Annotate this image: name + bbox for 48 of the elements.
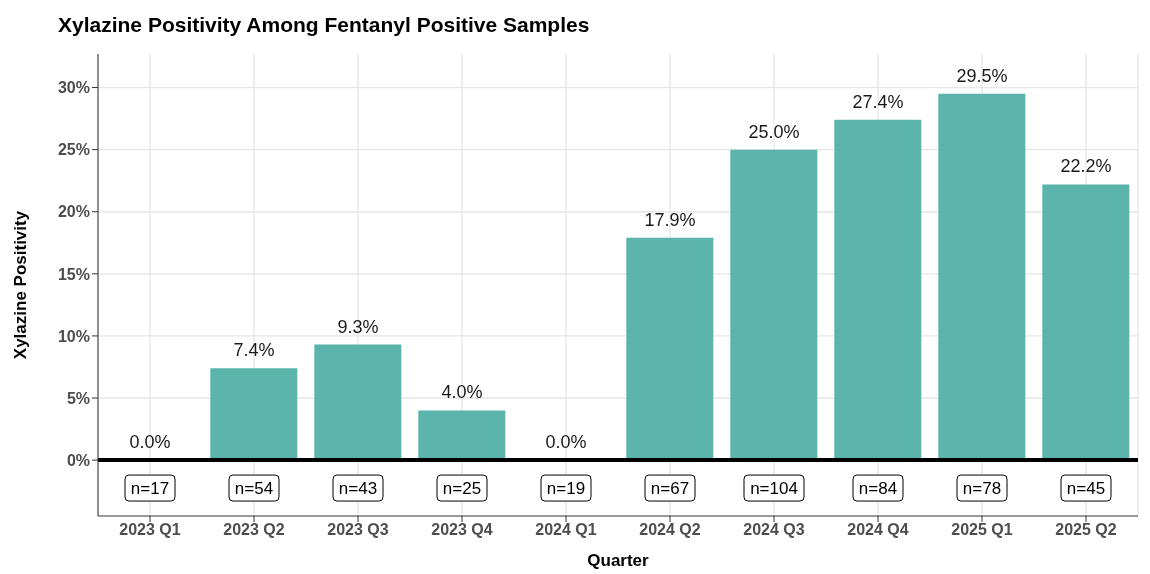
y-tick-label: 0% <box>66 451 90 469</box>
x-tick-label: 2025 Q1 <box>951 521 1013 539</box>
y-tick-label: 5% <box>66 389 90 407</box>
bar <box>834 119 922 461</box>
data-label: 0.0% <box>545 432 587 453</box>
bar <box>730 149 818 461</box>
data-label: 29.5% <box>956 65 1008 86</box>
data-label: 9.3% <box>337 316 379 337</box>
x-tick-label: 2025 Q2 <box>1055 521 1117 539</box>
annotation: n=54 <box>234 479 274 499</box>
data-label: 4.0% <box>441 382 483 403</box>
data-label: 22.2% <box>1060 156 1112 177</box>
data-label: 7.4% <box>233 340 275 361</box>
bar <box>1042 184 1130 461</box>
bar <box>314 344 402 461</box>
x-tick-label: 2024 Q3 <box>743 521 805 539</box>
annotation: n=43 <box>338 479 378 499</box>
data-label: 27.4% <box>852 91 904 112</box>
x-axis-title: Quarter <box>587 551 650 570</box>
annotation: n=104 <box>750 479 798 499</box>
x-tick-label: 2024 Q4 <box>847 521 909 539</box>
y-tick-label: 10% <box>57 327 90 345</box>
x-tick-label: 2023 Q4 <box>431 521 493 539</box>
bar <box>938 93 1026 461</box>
y-tick-label: 15% <box>57 265 90 283</box>
y-tick-label: 20% <box>57 203 90 221</box>
data-label: 0.0% <box>129 432 171 453</box>
y-axis-title: Xylazine Positivity <box>11 210 31 360</box>
bar <box>418 410 506 461</box>
x-tick-label: 2023 Q3 <box>327 521 389 539</box>
annotation: n=25 <box>442 479 482 499</box>
annotation: n=78 <box>962 479 1002 499</box>
y-tick-label: 25% <box>57 141 90 159</box>
annotation: n=19 <box>546 479 586 499</box>
annotation: n=84 <box>858 479 898 499</box>
annotation: n=45 <box>1066 479 1106 499</box>
x-tick-label: 2023 Q2 <box>223 521 285 539</box>
x-tick-label: 2023 Q1 <box>119 521 181 539</box>
bar <box>626 237 714 461</box>
data-label: 25.0% <box>748 121 800 142</box>
x-tick-label: 2024 Q2 <box>639 521 701 539</box>
annotation: n=17 <box>130 479 170 499</box>
bar <box>210 368 298 461</box>
annotation: n=67 <box>650 479 690 499</box>
x-tick-label: 2024 Q1 <box>535 521 597 539</box>
y-tick-label: 30% <box>57 79 90 97</box>
data-label: 17.9% <box>644 209 696 230</box>
chart-title: Xylazine Positivity Among Fentanyl Positive Samples <box>57 12 591 38</box>
